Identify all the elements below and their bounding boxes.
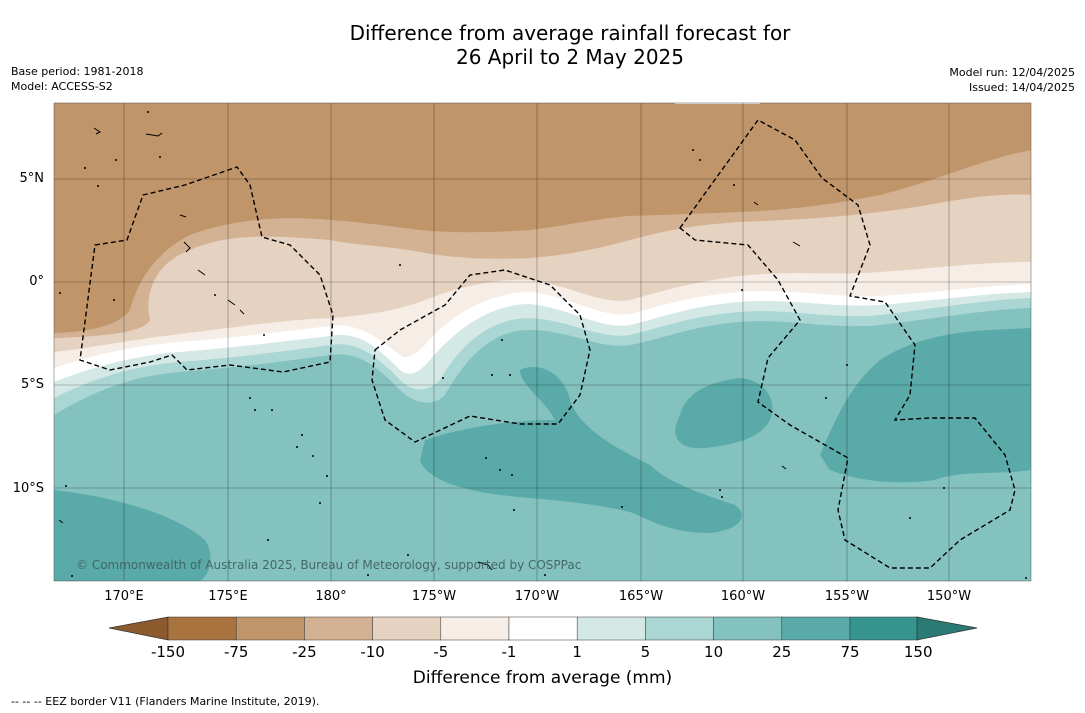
lon-label-175e: 175°E (208, 589, 248, 604)
colorbar-swatch (304, 616, 373, 641)
colorbar-swatch (167, 616, 237, 641)
lon-label-180: 180° (315, 589, 347, 604)
colorbar-tick-label: -5 (433, 643, 449, 661)
colorbar-tick-label: -1 (501, 643, 517, 661)
eez-kiribati-gilbert (79, 166, 334, 373)
colorbar-swatch (849, 616, 919, 641)
eez-borders (79, 119, 1016, 569)
colorbar-swatch (508, 616, 578, 641)
band-25-75-southwest (54, 490, 211, 581)
colorbar-arrow-left (108, 616, 169, 641)
lon-label-155w: 155°W (824, 589, 870, 604)
colorbar-title: Difference from average (mm) (412, 668, 673, 688)
colorbar-swatch (372, 616, 442, 641)
colorbar-tick-label: 5 (640, 643, 651, 661)
colorbar-swatch (781, 616, 851, 641)
meta-left: Base period: 1981-2018 Model: ACCESS-S2 (11, 64, 143, 94)
colorbar-tick-label: 1 (572, 643, 582, 661)
lon-label-170w: 170°W (514, 589, 560, 604)
band-25-75-east-large (820, 328, 1031, 483)
lon-label-170e: 170°E (104, 589, 144, 604)
meta-right: Model run: 12/04/2025 Issued: 14/04/2025 (949, 65, 1075, 95)
lat-label-0: 0° (29, 274, 44, 289)
band-25-75-central (420, 366, 742, 533)
title-line-1: Difference from average rainfall forecas… (349, 21, 791, 45)
colorbar-tick-label: 75 (840, 643, 860, 661)
colorbar-swatch (576, 616, 646, 641)
colorbar-tick-label: 10 (704, 643, 724, 661)
colorbar-tick-label: -25 (292, 643, 317, 661)
colorbar-swatch (713, 616, 783, 641)
model-text: Model: ACCESS-S2 (11, 80, 113, 93)
colorbar (108, 616, 978, 641)
copyright-notice: © Commonwealth of Australia 2025, Bureau… (76, 558, 582, 572)
lon-label-160w: 160°W (720, 589, 766, 604)
lon-label-165w: 165°W (618, 589, 664, 604)
colorbar-tick-label: -75 (223, 643, 249, 661)
band-25-75-east-small (675, 378, 773, 449)
eez-kiribati-phoenix (371, 269, 591, 443)
map-title: Difference from average rainfall forecas… (220, 21, 920, 69)
colorbar-swatch (440, 616, 510, 641)
graticule (54, 103, 1031, 581)
colorbar-swatch (235, 616, 305, 641)
band-minus75-minus25 (54, 103, 1031, 333)
eez-kiribati-line (679, 119, 1016, 569)
colorbar-tick-label: -150 (150, 643, 186, 661)
model-run-text: Model run: 12/04/2025 (949, 66, 1075, 79)
lat-label-5n: 5°N (19, 171, 45, 186)
issued-text: Issued: 14/04/2025 (968, 81, 1075, 94)
title-line-2: 26 April to 2 May 2025 (456, 45, 684, 69)
map-frame (53, 102, 1032, 582)
colorbar-arrow-right (916, 616, 978, 641)
eez-footnote: -- -- -- EEZ border V11 (Flanders Marine… (11, 695, 320, 708)
island-dots (59, 111, 1027, 579)
lon-label-175w: 175°W (411, 589, 457, 604)
lon-label-150w: 150°W (926, 589, 972, 604)
lat-label-10s: 10°S (12, 481, 44, 496)
island-outlines (58, 127, 801, 571)
rainfall-anomaly-field (54, 103, 1031, 581)
colorbar-tick-label: -10 (360, 643, 385, 661)
colorbar-swatch (645, 616, 714, 641)
lat-label-5s: 5°S (20, 377, 44, 392)
base-period-text: Base period: 1981-2018 (11, 65, 144, 78)
colorbar-tick-label: 25 (772, 643, 792, 661)
colorbar-tick-label: 150 (903, 643, 933, 661)
